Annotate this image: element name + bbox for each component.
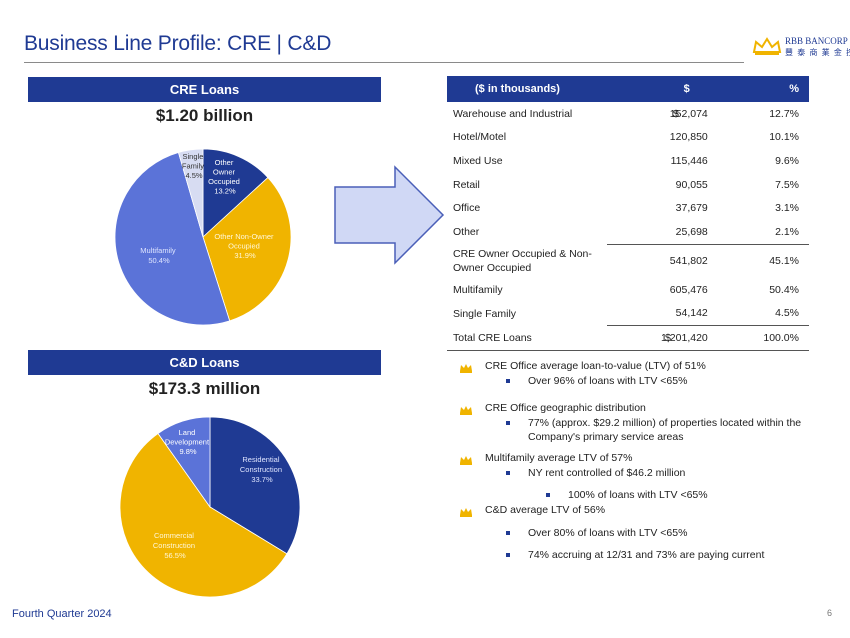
pie-label-other-owner-occupied: Other Owner Occupied 13.2%: [208, 158, 242, 196]
page-number: 6: [827, 608, 833, 618]
row-percent: 3.1%: [775, 202, 799, 215]
square-bullet-icon: [506, 379, 510, 383]
row-percent: 7.5%: [775, 178, 799, 191]
cre-loans-total: $1.20 billion: [155, 106, 254, 125]
square-bullet-icon: [506, 471, 510, 475]
title-divider: [24, 62, 744, 63]
row-label: Single Family: [453, 307, 517, 320]
cre-loans-pie-chart: Other Owner Occupied 13.2% Other Non-Own…: [115, 148, 291, 326]
table-row-subtotal: CRE Owner Occupied & Non-Owner Occupied …: [447, 243, 809, 279]
table-row: Office 37,679 3.1%: [447, 196, 809, 220]
square-bullet-icon: [546, 493, 550, 497]
cre-loans-band: CRE Loans: [28, 77, 381, 102]
logo-name: RBB BANCORP: [785, 36, 848, 46]
pie-slice-land-development: [157, 416, 211, 509]
row-label: Warehouse and Industrial: [453, 107, 573, 120]
page-title: Business Line Profile: CRE | C&D: [24, 32, 332, 55]
crown-bullet-icon: [460, 406, 472, 415]
dollar-sign: $: [665, 332, 671, 345]
table-row-total: Total CRE Loans $1,201,420 100.0%: [447, 325, 809, 351]
row-label: Mixed Use: [453, 154, 503, 167]
pie-label-other-non-owner-occupied: Other Non-Owner Occupied 31.9%: [214, 232, 275, 260]
table-row: Multifamily 605,476 50.4%: [447, 278, 809, 302]
cre-loans-panel: CRE Loans $1.20 billion: [28, 77, 381, 126]
row-percent: 4.5%: [775, 307, 799, 320]
row-amount: 541,802: [607, 243, 720, 279]
table-row: Other 25,698 2.1%: [447, 220, 809, 244]
col-header-category: ($ in thousands): [447, 76, 607, 102]
crown-bullet-icon: [460, 456, 472, 465]
cd-loans-band: C&D Loans: [28, 350, 381, 375]
row-label: Multifamily: [453, 283, 503, 296]
crown-logo-icon: [752, 37, 782, 55]
row-label: Total CRE Loans: [447, 325, 607, 351]
pie-label-single-family: Single Family 4.5%: [182, 152, 206, 180]
pie-slice-other-non-owner-occupied: [202, 177, 291, 322]
table-row: Warehouse and Industrial $152,074 12.7%: [447, 102, 809, 126]
row-amount: 115,446: [670, 154, 708, 167]
col-header-percent: %: [719, 76, 809, 102]
square-bullet-icon: [506, 531, 510, 535]
dollar-sign: $: [673, 107, 679, 120]
table-row: Mixed Use 115,446 9.6%: [447, 149, 809, 173]
right-arrow-icon: [334, 165, 445, 265]
row-amount: 90,055: [675, 178, 708, 191]
pie-slice-commercial-construction: [119, 432, 288, 598]
pie-label-multifamily: Multifamily 50.4%: [140, 246, 178, 265]
row-percent: 45.1%: [719, 243, 809, 279]
row-label: CRE Owner Occupied & Non-Owner Occupied: [453, 248, 592, 275]
table-row: Single Family 54,142 4.5%: [447, 302, 809, 326]
row-percent: 50.4%: [769, 283, 799, 296]
cd-loans-pie-chart: Residential Construction 33.7% Commercia…: [119, 416, 301, 598]
row-label: Office: [453, 202, 481, 215]
crown-bullet-icon: [460, 364, 472, 373]
row-amount: $152,074: [669, 107, 708, 120]
row-percent: 2.1%: [775, 225, 799, 238]
cd-loans-total: $173.3 million: [148, 379, 261, 398]
row-amount: 605,476: [669, 283, 708, 296]
crown-bullet-icon: [460, 508, 472, 517]
company-logo: RBB BANCORP 豐 泰 商 業 金 控: [752, 36, 850, 58]
row-amount: $1,201,420: [607, 325, 720, 351]
row-label: Hotel/Motel: [453, 131, 507, 144]
row-label: Retail: [453, 178, 480, 191]
table-row: Hotel/Motel 120,850 10.1%: [447, 126, 809, 150]
row-amount: 54,142: [675, 307, 708, 320]
cd-loans-panel: C&D Loans $173.3 million: [28, 350, 381, 399]
pie-label-residential-construction: Residential Construction 33.7%: [240, 455, 284, 484]
cre-breakdown-table: ($ in thousands) $ % Warehouse and Indus…: [447, 76, 809, 351]
square-bullet-icon: [506, 421, 510, 425]
pie-slice-multifamily: [115, 151, 231, 326]
row-amount: 37,679: [675, 202, 708, 215]
row-percent: 12.7%: [769, 107, 799, 120]
pie-label-land-development: Land Development 9.8%: [165, 428, 211, 456]
row-percent: 10.1%: [769, 131, 799, 144]
row-percent: 9.6%: [775, 154, 799, 167]
footer-period: Fourth Quarter 2024: [12, 608, 112, 620]
col-header-amount: $: [607, 76, 720, 102]
row-amount: 25,698: [675, 225, 708, 238]
table-header-row: ($ in thousands) $ %: [447, 76, 809, 102]
row-label: Other: [453, 226, 480, 239]
pie-slice-residential-construction: [209, 416, 301, 555]
row-amount: 120,850: [669, 131, 708, 144]
pie-slice-other-owner-occupied: [202, 148, 269, 238]
pie-label-commercial-construction: Commercial Construction 56.5%: [153, 531, 197, 560]
pie-slice-single-family: [177, 148, 204, 238]
logo-chinese-name: 豐 泰 商 業 金 控: [785, 48, 850, 57]
table-row: Retail 90,055 7.5%: [447, 173, 809, 197]
square-bullet-icon: [506, 553, 510, 557]
row-percent: 100.0%: [719, 325, 809, 351]
